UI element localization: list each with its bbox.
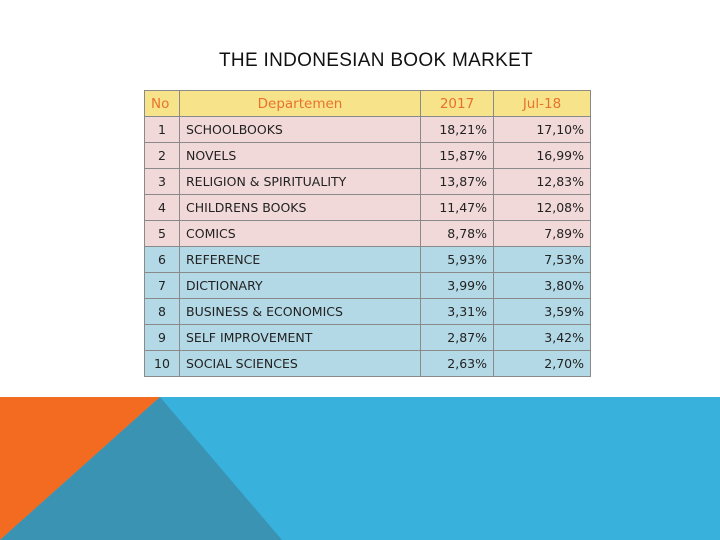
row-no: 1: [144, 116, 180, 143]
orange-corner-triangle: [0, 397, 160, 540]
blue-footer-band: [0, 397, 720, 540]
row-department: DICTIONARY: [179, 272, 421, 299]
table-header-row: No Departemen 2017 Jul-18: [144, 90, 591, 117]
row-2017-share: 15,87%: [420, 142, 494, 169]
row-no: 9: [144, 324, 180, 351]
row-jul-18-share: 7,53%: [493, 246, 591, 273]
table-row: 9 SELF IMPROVEMENT 2,87% 3,42%: [144, 324, 591, 351]
teal-diagonal-shape: [0, 397, 282, 540]
row-2017-share: 2,63%: [420, 350, 494, 377]
table-row: 10 SOCIAL SCIENCES 2,63% 2,70%: [144, 350, 591, 377]
row-2017-share: 18,21%: [420, 116, 494, 143]
table-row: 1 SCHOOLBOOKS 18,21% 17,10%: [144, 116, 591, 143]
row-jul-18-share: 3,42%: [493, 324, 591, 351]
row-2017-share: 3,31%: [420, 298, 494, 325]
row-no: 7: [144, 272, 180, 299]
row-2017-share: 5,93%: [420, 246, 494, 273]
row-department: SELF IMPROVEMENT: [179, 324, 421, 351]
table-row: 8 BUSINESS & ECONOMICS 3,31% 3,59%: [144, 298, 591, 325]
book-market-table: No Departemen 2017 Jul-18 1 SCHOOLBOOKS …: [144, 90, 591, 377]
row-2017-share: 13,87%: [420, 168, 494, 195]
header-no: No: [144, 90, 180, 117]
row-2017-share: 2,87%: [420, 324, 494, 351]
row-jul-18-share: 17,10%: [493, 116, 591, 143]
row-department: SCHOOLBOOKS: [179, 116, 421, 143]
table-row: 2 NOVELS 15,87% 16,99%: [144, 142, 591, 169]
row-no: 5: [144, 220, 180, 247]
table-row: 3 RELIGION & SPIRITUALITY 13,87% 12,83%: [144, 168, 591, 195]
row-no: 4: [144, 194, 180, 221]
row-jul-18-share: 7,89%: [493, 220, 591, 247]
table-row: 4 CHILDRENS BOOKS 11,47% 12,08%: [144, 194, 591, 221]
table-row: 6 REFERENCE 5,93% 7,53%: [144, 246, 591, 273]
row-no: 3: [144, 168, 180, 195]
row-department: NOVELS: [179, 142, 421, 169]
row-2017-share: 3,99%: [420, 272, 494, 299]
row-department: CHILDRENS BOOKS: [179, 194, 421, 221]
header-jul-18: Jul-18: [493, 90, 591, 117]
row-2017-share: 8,78%: [420, 220, 494, 247]
header-department: Departemen: [179, 90, 421, 117]
row-2017-share: 11,47%: [420, 194, 494, 221]
row-department: COMICS: [179, 220, 421, 247]
table-row: 5 COMICS 8,78% 7,89%: [144, 220, 591, 247]
slide-title: THE INDONESIAN BOOK MARKET: [219, 50, 533, 71]
row-department: RELIGION & SPIRITUALITY: [179, 168, 421, 195]
row-department: REFERENCE: [179, 246, 421, 273]
row-no: 2: [144, 142, 180, 169]
row-jul-18-share: 16,99%: [493, 142, 591, 169]
row-no: 8: [144, 298, 180, 325]
header-2017: 2017: [420, 90, 494, 117]
row-no: 10: [144, 350, 180, 377]
row-no: 6: [144, 246, 180, 273]
row-department: SOCIAL SCIENCES: [179, 350, 421, 377]
row-department: BUSINESS & ECONOMICS: [179, 298, 421, 325]
table-row: 7 DICTIONARY 3,99% 3,80%: [144, 272, 591, 299]
row-jul-18-share: 12,08%: [493, 194, 591, 221]
row-jul-18-share: 3,80%: [493, 272, 591, 299]
row-jul-18-share: 2,70%: [493, 350, 591, 377]
row-jul-18-share: 3,59%: [493, 298, 591, 325]
row-jul-18-share: 12,83%: [493, 168, 591, 195]
